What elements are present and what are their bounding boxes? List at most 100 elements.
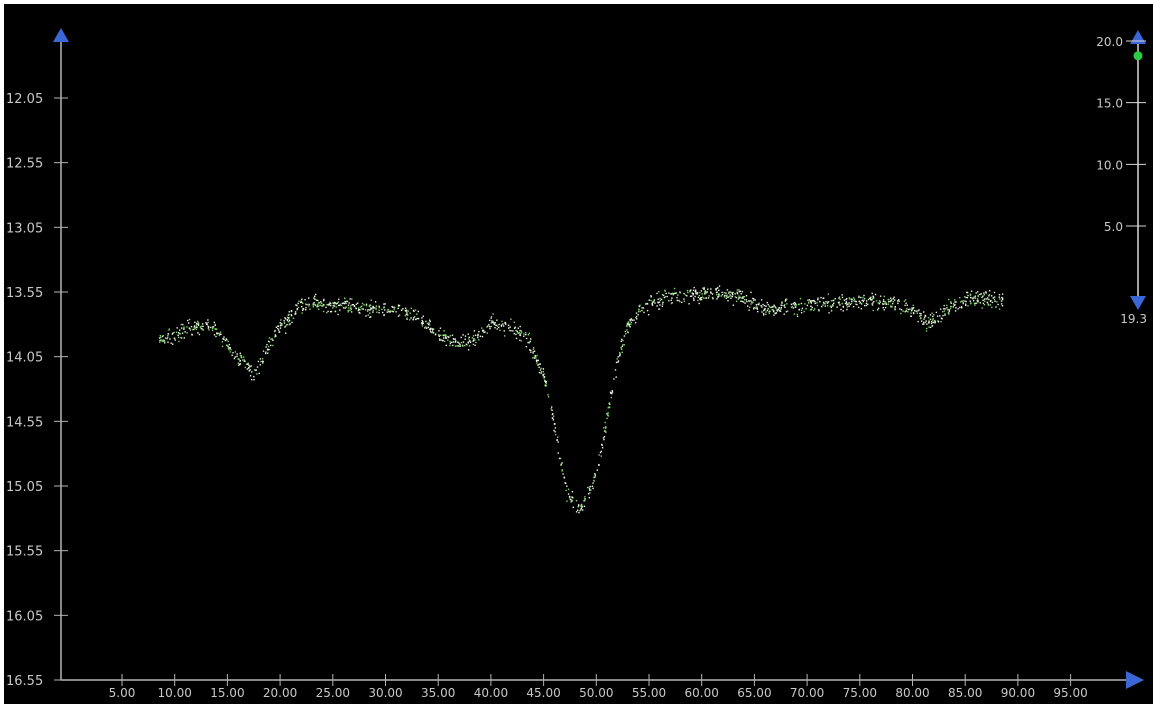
data-point bbox=[474, 344, 476, 346]
data-point bbox=[984, 300, 986, 302]
data-point bbox=[973, 296, 975, 298]
data-point bbox=[629, 323, 632, 325]
data-point bbox=[872, 297, 875, 299]
data-point bbox=[983, 298, 986, 300]
data-point bbox=[921, 320, 923, 322]
data-point bbox=[977, 291, 979, 293]
data-point bbox=[239, 354, 242, 356]
data-point bbox=[468, 340, 471, 342]
data-point bbox=[445, 334, 447, 337]
data-point bbox=[239, 352, 241, 354]
data-point bbox=[647, 314, 650, 316]
data-point bbox=[621, 338, 623, 341]
data-point bbox=[558, 457, 561, 460]
data-point bbox=[800, 309, 803, 311]
data-point bbox=[606, 414, 609, 416]
data-point bbox=[167, 336, 169, 338]
data-point bbox=[730, 297, 732, 300]
data-point bbox=[238, 358, 240, 360]
data-point bbox=[907, 308, 910, 311]
data-point bbox=[962, 300, 965, 302]
data-point bbox=[495, 324, 497, 326]
data-point bbox=[393, 306, 396, 308]
data-point bbox=[285, 325, 287, 327]
data-point bbox=[887, 303, 890, 305]
data-point bbox=[350, 307, 352, 309]
data-point bbox=[587, 486, 589, 489]
data-point bbox=[215, 335, 217, 338]
data-point bbox=[237, 362, 240, 364]
data-point bbox=[953, 304, 955, 306]
data-point bbox=[594, 475, 596, 477]
data-point bbox=[544, 384, 546, 386]
data-point bbox=[553, 415, 555, 417]
data-point bbox=[787, 310, 789, 312]
data-point bbox=[202, 329, 204, 331]
data-point bbox=[785, 299, 787, 302]
data-point bbox=[451, 334, 454, 336]
data-point bbox=[421, 319, 423, 322]
data-point bbox=[604, 421, 606, 424]
data-point bbox=[160, 336, 162, 339]
data-point bbox=[631, 319, 634, 321]
data-point bbox=[268, 341, 271, 343]
data-point bbox=[265, 346, 267, 348]
data-point bbox=[591, 485, 594, 487]
data-point bbox=[378, 305, 380, 308]
data-point bbox=[176, 327, 178, 329]
data-point bbox=[207, 325, 209, 327]
data-point bbox=[246, 363, 248, 365]
data-point bbox=[849, 298, 851, 300]
data-point bbox=[337, 304, 340, 307]
data-point bbox=[946, 309, 949, 311]
data-point bbox=[196, 326, 198, 328]
data-point bbox=[840, 308, 842, 311]
data-point bbox=[443, 330, 445, 332]
data-point bbox=[991, 301, 994, 304]
data-point bbox=[429, 320, 431, 323]
data-point bbox=[572, 497, 574, 499]
data-point bbox=[749, 306, 751, 308]
data-point bbox=[496, 325, 499, 327]
data-point bbox=[744, 299, 746, 301]
data-point bbox=[481, 335, 484, 338]
data-point bbox=[793, 313, 795, 315]
data-point bbox=[383, 307, 385, 309]
data-point bbox=[496, 328, 498, 330]
data-point bbox=[757, 303, 759, 306]
data-point bbox=[784, 306, 786, 308]
data-point bbox=[599, 451, 602, 454]
data-point bbox=[870, 296, 872, 299]
data-point bbox=[378, 309, 380, 311]
data-point bbox=[342, 302, 345, 304]
data-point bbox=[580, 507, 582, 509]
data-point bbox=[651, 303, 653, 305]
data-point bbox=[827, 305, 829, 307]
plot-area[interactable]: 12.05 12.55 13.05 13.55 14.05 14.55 15.05 15.55… bbox=[4, 4, 1153, 704]
data-point bbox=[197, 323, 200, 326]
data-point bbox=[426, 327, 428, 329]
data-point bbox=[528, 332, 530, 335]
data-point bbox=[529, 340, 531, 343]
data-point bbox=[771, 306, 773, 308]
data-point bbox=[314, 304, 317, 306]
data-point bbox=[538, 371, 541, 374]
data-point bbox=[294, 312, 297, 315]
data-point bbox=[728, 291, 730, 293]
data-point bbox=[692, 292, 694, 295]
data-point bbox=[919, 312, 921, 315]
data-point bbox=[761, 311, 763, 313]
data-point bbox=[232, 352, 234, 354]
data-point bbox=[578, 505, 580, 507]
data-point bbox=[969, 300, 971, 302]
data-point bbox=[861, 303, 863, 305]
data-point bbox=[213, 321, 215, 324]
data-point bbox=[633, 319, 635, 321]
data-point bbox=[905, 302, 907, 304]
data-point bbox=[928, 326, 930, 328]
data-point bbox=[839, 304, 841, 306]
data-point bbox=[300, 300, 302, 302]
data-point bbox=[515, 333, 517, 336]
data-point bbox=[845, 298, 847, 301]
data-point bbox=[965, 303, 967, 305]
